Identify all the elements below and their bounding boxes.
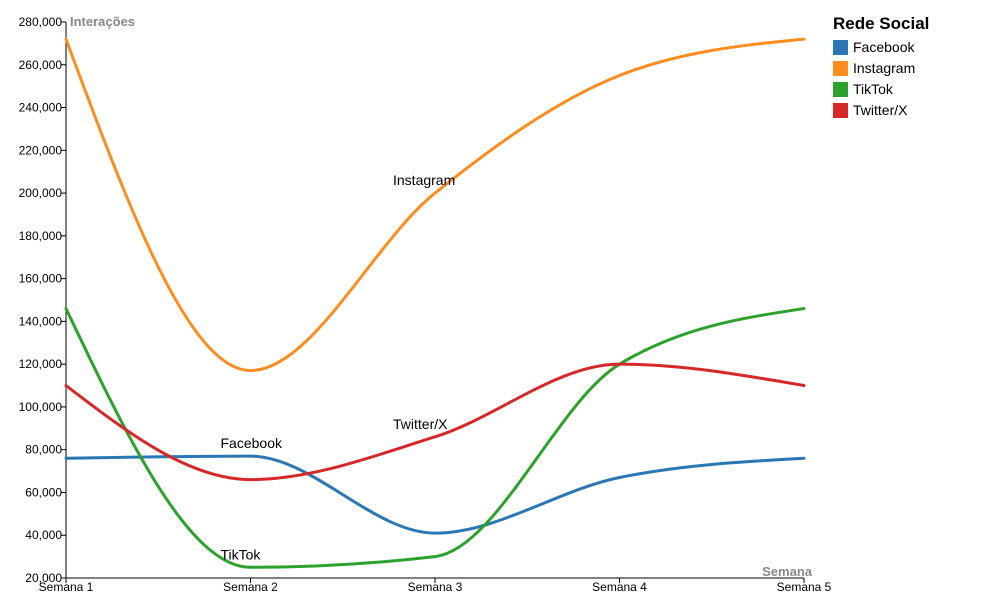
series-line-instagram bbox=[64, 37, 806, 373]
x-axis-title: Semana bbox=[762, 564, 813, 579]
y-tick-label: 220,000 bbox=[19, 143, 63, 157]
y-tick-label: 180,000 bbox=[19, 229, 63, 243]
y-tick-label: 80,000 bbox=[25, 443, 62, 457]
legend-label-instagram: Instagram bbox=[853, 60, 915, 76]
series-line-twitter-x bbox=[64, 362, 806, 482]
y-tick-label: 160,000 bbox=[19, 272, 63, 286]
y-tick-label: 260,000 bbox=[19, 58, 63, 72]
x-tick-label: Semana 5 bbox=[777, 580, 832, 594]
y-tick-label: 20,000 bbox=[25, 571, 62, 585]
y-tick-label: 280,000 bbox=[19, 15, 63, 29]
legend-swatch-instagram bbox=[833, 61, 848, 76]
x-axis: Semana 1 Semana 2 Semana 3 Semana 4 Semana 5 bbox=[39, 577, 832, 594]
y-axis-title: Interações bbox=[70, 14, 135, 29]
x-tick-label: Semana 1 bbox=[39, 580, 94, 594]
legend-swatch-twitter-x bbox=[833, 103, 848, 118]
legend-title: Rede Social bbox=[833, 14, 929, 33]
legend-swatch-facebook bbox=[833, 40, 848, 55]
x-tick-label: Semana 4 bbox=[592, 580, 647, 594]
y-tick-label: 140,000 bbox=[19, 314, 63, 328]
legend: Rede Social Facebook Instagram TikTok Twitt… bbox=[833, 14, 929, 118]
y-tick-label: 40,000 bbox=[25, 528, 62, 542]
series-line-tiktok bbox=[64, 307, 806, 569]
legend-label-twitter-x: Twitter/X bbox=[853, 102, 908, 118]
y-tick-label: 200,000 bbox=[19, 186, 63, 200]
series-label-twitter-x: Twitter/X bbox=[393, 416, 448, 432]
series-label-tiktok: TikTok bbox=[221, 546, 262, 562]
legend-label-facebook: Facebook bbox=[853, 39, 915, 55]
x-tick-label: Semana 2 bbox=[223, 580, 278, 594]
series-lines bbox=[64, 37, 806, 569]
y-tick-label: 100,000 bbox=[19, 400, 63, 414]
y-tick-label: 60,000 bbox=[25, 485, 62, 499]
y-tick-label: 240,000 bbox=[19, 101, 63, 115]
series-line-facebook bbox=[64, 454, 806, 535]
y-axis: 20,000 40,000 60,000 80,000 100,000 120,000 14… bbox=[19, 15, 67, 585]
series-label-instagram: Instagram bbox=[393, 172, 455, 188]
legend-label-tiktok: TikTok bbox=[853, 81, 894, 97]
series-labels: Facebook Instagram TikTok Twitter/X bbox=[221, 172, 456, 562]
y-tick-label: 120,000 bbox=[19, 357, 63, 371]
legend-swatch-tiktok bbox=[833, 82, 848, 97]
series-label-facebook: Facebook bbox=[221, 435, 283, 451]
x-tick-label: Semana 3 bbox=[408, 580, 463, 594]
